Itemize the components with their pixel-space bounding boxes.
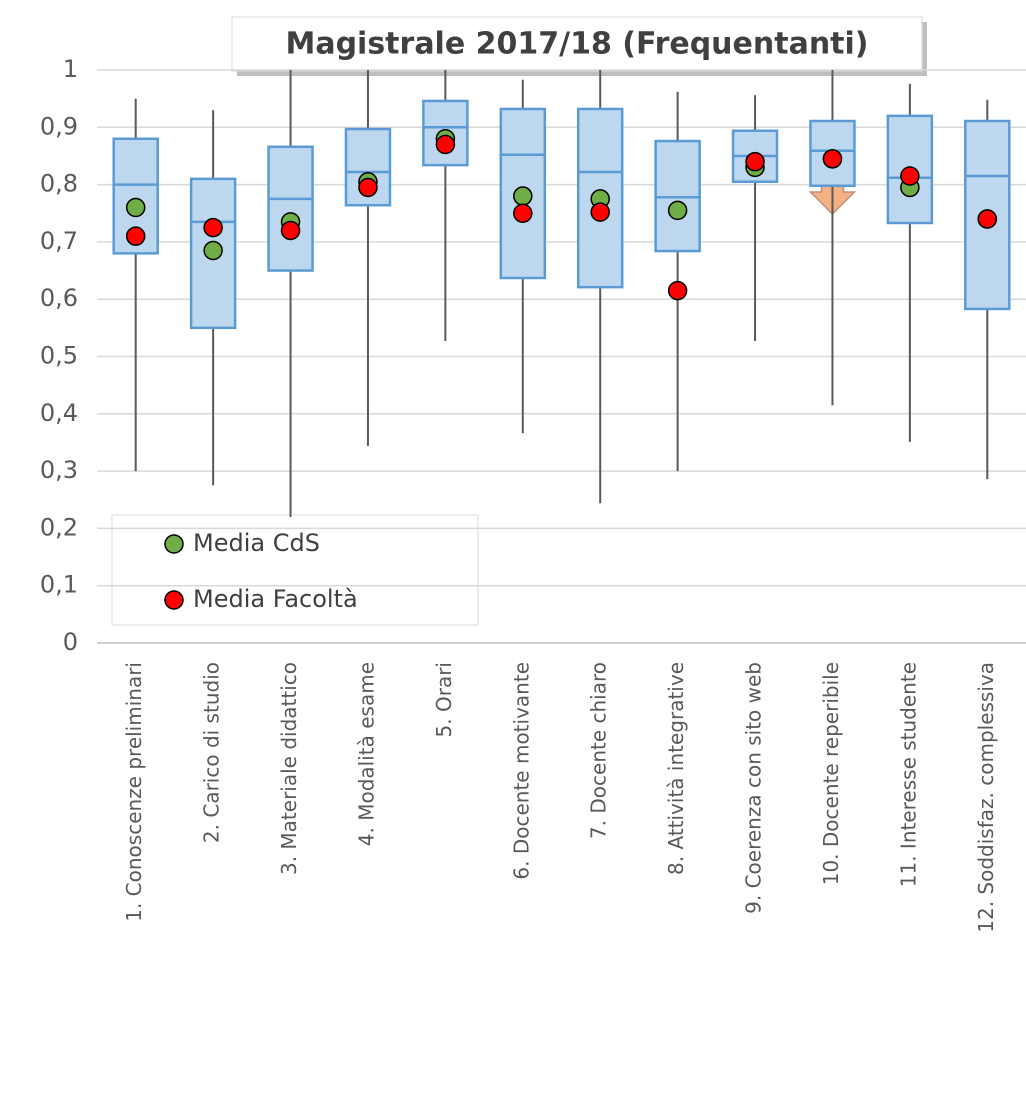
x-tick-label: 10. Docente reperibile: [819, 662, 843, 885]
mean-point: [513, 203, 533, 223]
x-tick-label: 2. Carico di studio: [200, 662, 224, 843]
box: [267, 145, 314, 272]
mean-point: [125, 197, 146, 218]
y-tick-label: 0,6: [40, 284, 78, 312]
title-box: [231, 16, 923, 72]
x-tick-label: 4. Modalità esame: [354, 662, 378, 846]
x-tick-label: 6. Docente motivante: [509, 662, 533, 880]
y-tick-label: 0,5: [40, 342, 78, 370]
y-tick-label: 1: [63, 55, 78, 83]
mean-point: [667, 280, 688, 301]
mean-point: [977, 209, 998, 229]
legend-label: Media Facoltà: [193, 585, 358, 613]
x-tick-label: 5. Orari: [432, 662, 456, 737]
y-tick-label: 0,1: [40, 571, 78, 599]
x-tick-label: 9. Coerenza con sito web: [742, 662, 766, 914]
y-tick-label: 0,9: [40, 112, 78, 140]
mean-point: [822, 149, 843, 169]
y-tick-label: 0,2: [40, 513, 78, 541]
mean-point: [125, 226, 146, 246]
mean-point: [280, 220, 301, 241]
y-tick-label: 0: [63, 628, 78, 656]
chart-title: Magistrale 2017/18 (Frequentanti): [285, 27, 868, 62]
y-tick-label: 0,4: [40, 399, 78, 427]
mean-point: [203, 240, 223, 261]
mean-point: [900, 166, 920, 186]
mean-point: [358, 177, 378, 198]
mean-point: [590, 202, 610, 222]
x-tick-label: 3. Materiale didattico: [277, 662, 301, 875]
y-tick-label: 0,8: [40, 170, 78, 198]
legend-marker: [164, 590, 184, 610]
x-tick-label: 7. Docente chiaro: [587, 662, 611, 839]
overlay: Media CdS Media Facoltà Magistrale 2017/18…: [111, 16, 927, 626]
mean-point: [667, 200, 688, 221]
x-tick-label: 11. Interesse studente: [896, 662, 920, 887]
x-tick-label: 8. Attività integrative: [664, 662, 688, 875]
mean-point: [513, 186, 533, 206]
mean-point: [203, 217, 223, 238]
mean-point: [435, 134, 456, 155]
mean-point: [745, 151, 765, 172]
y-tick-label: 0,3: [40, 456, 78, 484]
x-tick-label: 12. Soddisfaz. complessiva: [974, 662, 998, 933]
legend-marker: [164, 534, 184, 554]
y-tick-label: 0,7: [40, 227, 78, 255]
legend-label: Media CdS: [193, 529, 320, 557]
x-tick-label: 1. Conoscenze preliminari: [122, 662, 146, 922]
